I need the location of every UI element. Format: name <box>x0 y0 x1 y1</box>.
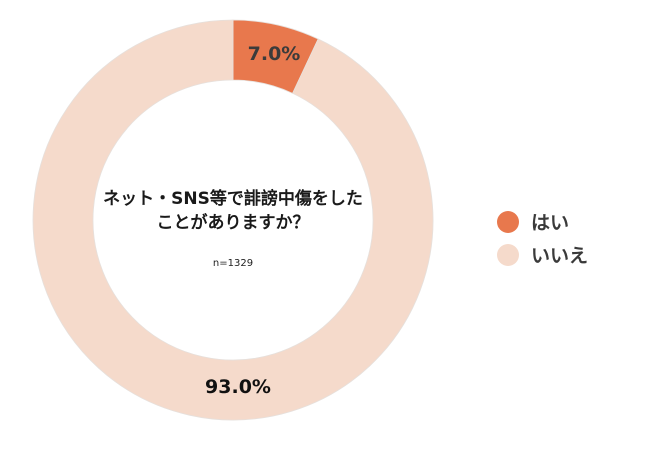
legend-label-no: いいえ <box>531 245 589 267</box>
sample-size: n=1329 <box>212 258 254 269</box>
legend-swatch-yes-icon <box>497 210 519 233</box>
slice-label-no: 93.0% <box>205 376 271 398</box>
legend: はい いいえ <box>497 205 588 271</box>
legend-item-yes[interactable]: はい <box>497 205 588 238</box>
legend-label-yes: はい <box>531 212 570 234</box>
chart-title: ネット・SNS等で誹謗中傷をした ことがありますか？ <box>103 189 363 233</box>
legend-swatch-no-icon <box>497 243 519 266</box>
legend-item-no[interactable]: いいえ <box>497 238 588 271</box>
slice-label-yes: 7.0% <box>247 43 301 65</box>
slice-no[interactable] <box>32 19 434 421</box>
